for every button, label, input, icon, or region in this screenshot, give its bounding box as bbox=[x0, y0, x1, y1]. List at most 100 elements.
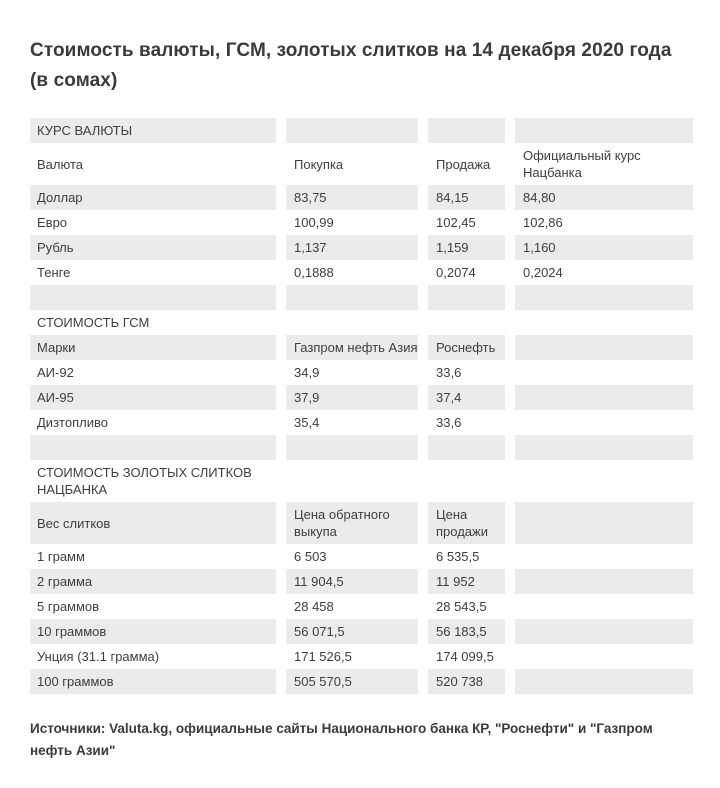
data-cell bbox=[505, 360, 693, 385]
cell-text: Газпром нефть Азия bbox=[294, 340, 418, 355]
table-row: Евро 100,99 102,45 102,86 bbox=[30, 210, 693, 235]
data-cell: 174 099,5 bbox=[418, 644, 510, 669]
header-cell: Продажа bbox=[418, 143, 510, 185]
data-cell: 33,6 bbox=[418, 360, 510, 385]
data-cell: 0,2074 bbox=[418, 260, 510, 285]
cell-text: 56 183,5 bbox=[436, 624, 487, 639]
data-cell: 33,6 bbox=[418, 410, 510, 435]
cell-text: АИ-95 bbox=[37, 390, 74, 405]
cell-text: Цена обратного выкупа bbox=[294, 507, 390, 539]
header-cell: Покупка bbox=[276, 143, 423, 185]
data-cell: 56 183,5 bbox=[418, 619, 510, 644]
section-cell bbox=[418, 460, 510, 502]
section-cell bbox=[505, 460, 693, 502]
cell-text: Официальный курс Нацбанка bbox=[523, 148, 641, 180]
table-row: 1 грамм 6 503 6 535,5 bbox=[30, 544, 693, 569]
data-cell: 5 граммов bbox=[30, 594, 281, 619]
section-cell bbox=[418, 118, 510, 143]
spacer-cell bbox=[276, 285, 423, 310]
data-cell: Тенге bbox=[30, 260, 281, 285]
data-cell bbox=[505, 385, 693, 410]
cell-text: АИ-92 bbox=[37, 365, 74, 380]
cell-text: Рубль bbox=[37, 240, 74, 255]
header-cell: Официальный курс Нацбанка bbox=[505, 143, 693, 185]
cell-text: 84,80 bbox=[523, 190, 556, 205]
data-cell: 102,86 bbox=[505, 210, 693, 235]
data-cell: 34,9 bbox=[276, 360, 423, 385]
data-cell: Дизтопливо bbox=[30, 410, 281, 435]
cell-text: КУРС ВАЛЮТЫ bbox=[37, 123, 133, 138]
header-cell bbox=[505, 502, 693, 544]
cell-text: 0,2024 bbox=[523, 265, 563, 280]
section-cell: СТОИМОСТЬ ЗОЛОТЫХ СЛИТКОВ НАЦБАНКА bbox=[30, 460, 281, 502]
data-cell: 1,159 bbox=[418, 235, 510, 260]
table-row: 2 грамма 11 904,5 11 952 bbox=[30, 569, 693, 594]
data-cell bbox=[505, 594, 693, 619]
data-cell: 84,15 bbox=[418, 185, 510, 210]
data-cell bbox=[505, 669, 693, 694]
source-note: Источники: Valuta.kg, официальные сайты … bbox=[30, 721, 653, 758]
cell-text: 28 458 bbox=[294, 599, 334, 614]
cell-text: 35,4 bbox=[294, 415, 320, 430]
header-cell: Цена обратного выкупа bbox=[276, 502, 423, 544]
table-row bbox=[30, 285, 693, 310]
data-cell bbox=[505, 619, 693, 644]
table-row: Тенге 0,1888 0,2074 0,2024 bbox=[30, 260, 693, 285]
cell-text: Марки bbox=[37, 340, 76, 355]
data-cell: 100 граммов bbox=[30, 669, 281, 694]
cell-text: 33,6 bbox=[436, 365, 462, 380]
data-cell: 28 458 bbox=[276, 594, 423, 619]
data-cell bbox=[505, 644, 693, 669]
cell-text: 1,159 bbox=[436, 240, 469, 255]
data-cell: 10 граммов bbox=[30, 619, 281, 644]
table-row: Валюта Покупка Продажа Официальный курс Нац… bbox=[30, 143, 693, 185]
cell-text: Дизтопливо bbox=[37, 415, 108, 430]
cell-text: 10 граммов bbox=[37, 624, 107, 639]
cell-text: Цена продажи bbox=[436, 507, 488, 539]
table-row: 10 граммов 56 071,5 56 183,5 bbox=[30, 619, 693, 644]
cell-text: Роснефть bbox=[436, 340, 496, 355]
cell-text: 1,137 bbox=[294, 240, 327, 255]
cell-text: 100 граммов bbox=[37, 674, 114, 689]
table-row: АИ-95 37,9 37,4 bbox=[30, 385, 693, 410]
data-cell: 37,4 bbox=[418, 385, 510, 410]
spacer-cell bbox=[418, 285, 510, 310]
data-cell: 1 грамм bbox=[30, 544, 281, 569]
data-cell: 520 738 bbox=[418, 669, 510, 694]
cell-text: 83,75 bbox=[294, 190, 327, 205]
cell-text: 33,6 bbox=[436, 415, 462, 430]
rates-table: КУРС ВАЛЮТЫ Валюта Покупка Продажа Официальн… bbox=[30, 118, 693, 694]
data-cell bbox=[505, 569, 693, 594]
data-cell bbox=[505, 544, 693, 569]
spacer-cell bbox=[505, 435, 693, 460]
data-cell: Унция (31.1 грамма) bbox=[30, 644, 281, 669]
section-cell: КУРС ВАЛЮТЫ bbox=[30, 118, 281, 143]
header-cell: Вес слитков bbox=[30, 502, 281, 544]
cell-text: 6 503 bbox=[294, 549, 327, 564]
cell-text: Евро bbox=[37, 215, 68, 230]
data-cell: 0,2024 bbox=[505, 260, 693, 285]
table-row: Марки Газпром нефть Азия Роснефть bbox=[30, 335, 693, 360]
cell-text: 1,160 bbox=[523, 240, 556, 255]
data-cell bbox=[505, 410, 693, 435]
cell-text: 34,9 bbox=[294, 365, 320, 380]
table-row: КУРС ВАЛЮТЫ bbox=[30, 118, 693, 143]
data-cell: 6 535,5 bbox=[418, 544, 510, 569]
cell-text: 37,4 bbox=[436, 390, 462, 405]
data-cell: АИ-95 bbox=[30, 385, 281, 410]
cell-text: 520 738 bbox=[436, 674, 483, 689]
table-row bbox=[30, 435, 693, 460]
cell-text: 11 952 bbox=[436, 574, 475, 589]
data-cell: Евро bbox=[30, 210, 281, 235]
data-cell: 56 071,5 bbox=[276, 619, 423, 644]
table-row: 5 граммов 28 458 28 543,5 bbox=[30, 594, 693, 619]
data-cell: 6 503 bbox=[276, 544, 423, 569]
cell-text: СТОИМОСТЬ ГСМ bbox=[37, 315, 150, 330]
cell-text: 0,2074 bbox=[436, 265, 476, 280]
data-cell: Рубль bbox=[30, 235, 281, 260]
data-cell: 2 грамма bbox=[30, 569, 281, 594]
table-row: СТОИМОСТЬ ЗОЛОТЫХ СЛИТКОВ НАЦБАНКА bbox=[30, 460, 693, 502]
cell-text: Унция (31.1 грамма) bbox=[37, 649, 160, 664]
cell-text: 11 904,5 bbox=[294, 574, 344, 589]
section-cell bbox=[276, 310, 423, 335]
